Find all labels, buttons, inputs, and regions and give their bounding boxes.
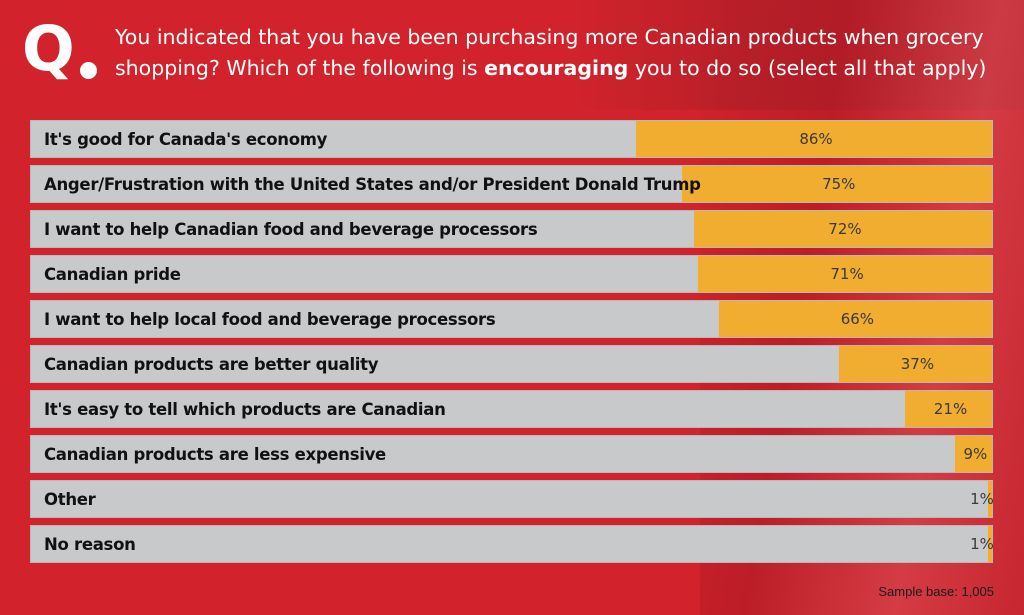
bar-row: Canadian pride 71%	[30, 255, 993, 293]
bar-category-label: Anger/Frustration with the United States…	[44, 175, 701, 194]
bar-fill	[987, 526, 992, 562]
bar-category-label: Canadian products are better quality	[44, 355, 379, 374]
bar-category-label: It's good for Canada's economy	[44, 130, 328, 149]
bar-fill	[718, 301, 992, 337]
q-logo-dot	[80, 62, 97, 79]
question-emphasis: encouraging	[484, 56, 629, 80]
bar-value-label: 75%	[822, 175, 856, 193]
bar-category-label: I want to help Canadian food and beverag…	[44, 220, 538, 239]
bar-row: I want to help local food and beverage p…	[30, 300, 993, 338]
bar-row: I want to help Canadian food and beverag…	[30, 210, 993, 248]
bar-value-label: 21%	[933, 400, 968, 418]
bar-fill	[681, 166, 992, 202]
bar-row: Canadian products are less expensive 9%	[30, 435, 993, 473]
bar-fill	[987, 481, 992, 517]
bar-fill	[636, 121, 992, 157]
bar-category-label: Canadian products are less expensive	[44, 445, 386, 464]
bar-value-label: 37%	[900, 355, 935, 373]
bar-value-label: 66%	[840, 310, 875, 328]
bar-fill	[693, 211, 992, 247]
question-text: You indicated that you have been purchas…	[115, 22, 995, 84]
bar-fill	[838, 346, 992, 382]
bar-value-label: 1%	[970, 535, 994, 553]
bar-row: No reason 1%	[30, 525, 994, 563]
bar-row: It's easy to tell which products are Can…	[30, 390, 993, 428]
bar-fill	[954, 436, 992, 472]
question-part1: You indicated that you have been purchas…	[115, 25, 984, 80]
q-logo: Q	[22, 12, 75, 85]
bar-row: Canadian products are better quality 37%	[30, 345, 993, 383]
question-part2: you to do so (select all that apply)	[628, 56, 987, 80]
bar-fill	[698, 256, 992, 292]
bar-category-label: I want to help local food and beverage p…	[44, 310, 496, 329]
bar-category-label: It's easy to tell which products are Can…	[44, 400, 446, 419]
bar-row: Other 1%	[30, 480, 994, 518]
bar-value-label: 1%	[970, 490, 994, 508]
sample-base-note: Sample base: 1,005	[878, 584, 994, 599]
bar-category-label: No reason	[44, 535, 136, 554]
bar-value-label: 72%	[828, 220, 862, 238]
bar-value-label: 71%	[830, 265, 864, 283]
bar-category-label: Canadian pride	[44, 265, 181, 284]
bar-value-label: 86%	[799, 130, 833, 148]
bar-row: Anger/Frustration with the United States…	[30, 165, 993, 203]
bar-row: It's good for Canada's economy 86%	[30, 120, 993, 158]
bar-fill	[905, 391, 992, 427]
bar-value-label: 9%	[963, 445, 988, 463]
bar-category-label: Other	[44, 490, 96, 509]
